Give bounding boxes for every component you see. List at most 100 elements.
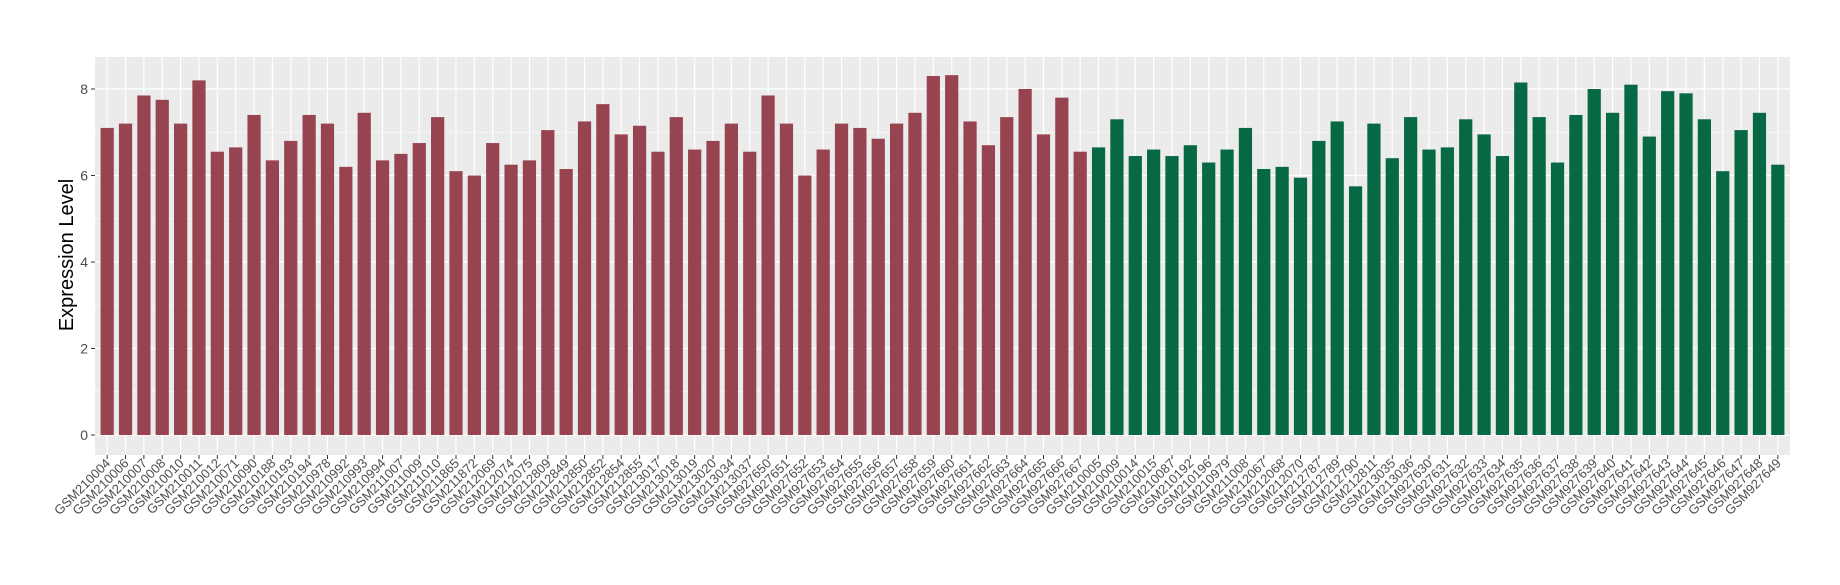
bar [688, 149, 702, 436]
bar [981, 145, 996, 435]
bar [302, 114, 316, 435]
bar [1147, 149, 1161, 436]
bar [1679, 93, 1693, 435]
bar [926, 76, 940, 436]
y-tick-label: 4 [80, 254, 88, 270]
y-tick-label: 0 [80, 427, 88, 443]
bar [1018, 89, 1032, 435]
bar [816, 149, 830, 436]
y-axis-label: Expression Level [56, 179, 78, 331]
bar [412, 143, 426, 435]
bar [1220, 149, 1234, 436]
bar [853, 127, 867, 436]
bar [467, 175, 481, 435]
bar [1771, 164, 1785, 435]
bar [1495, 156, 1510, 436]
bar [1036, 134, 1051, 435]
bar [1404, 117, 1418, 436]
bar [339, 166, 353, 435]
bar [1073, 151, 1087, 435]
bar [1312, 140, 1326, 435]
bar [1183, 145, 1197, 435]
bar [614, 134, 628, 435]
bar [1238, 127, 1253, 436]
bar [284, 140, 298, 435]
bar [1293, 177, 1308, 435]
x-axis: GSM210004GSM210006GSM210007GSM210008GSM2… [51, 455, 1784, 518]
bar [1055, 97, 1069, 436]
bar [945, 75, 959, 435]
bar [210, 151, 224, 435]
bar [1661, 91, 1675, 435]
bar [632, 125, 647, 435]
bar [834, 123, 849, 435]
bar [871, 138, 885, 436]
bar [1110, 119, 1124, 435]
bar [1550, 162, 1565, 435]
y-tick-label: 6 [80, 168, 88, 184]
bar [577, 121, 592, 435]
y-axis: 0 2 4 6 8 [80, 81, 95, 443]
bar [375, 160, 390, 436]
bar [1697, 119, 1711, 435]
bar [908, 112, 922, 435]
bar [1257, 169, 1271, 435]
bar [522, 160, 537, 436]
bar [1000, 117, 1014, 436]
bar [1330, 121, 1344, 435]
bar [155, 99, 169, 435]
bar [596, 104, 610, 435]
bar [1734, 130, 1748, 435]
bar [118, 123, 133, 435]
bar [229, 147, 243, 435]
bars [100, 75, 1785, 436]
bar [357, 112, 371, 435]
bar [504, 164, 518, 435]
bar [743, 151, 757, 435]
bar [889, 123, 904, 435]
bar [963, 121, 977, 435]
bar [1459, 119, 1473, 435]
bar [486, 143, 500, 435]
bar [394, 153, 408, 436]
bar [761, 95, 775, 436]
bar [1128, 156, 1142, 436]
bar [1348, 186, 1363, 435]
bar [320, 123, 335, 435]
bar [265, 160, 280, 436]
bar [651, 151, 665, 435]
bar [431, 117, 445, 436]
bar [779, 123, 794, 435]
bar [1642, 136, 1656, 435]
bar [1605, 112, 1620, 435]
bar [559, 169, 573, 435]
bar [137, 95, 151, 436]
y-tick-label: 8 [80, 81, 88, 97]
bar [1385, 158, 1399, 435]
bar [798, 175, 812, 435]
bar [174, 123, 188, 435]
bar [724, 123, 738, 435]
bar [100, 127, 114, 436]
bar [1569, 114, 1583, 435]
bar [706, 140, 720, 435]
bar [1716, 171, 1730, 435]
bar [1202, 162, 1216, 435]
bar [1275, 166, 1289, 435]
bar [1514, 82, 1528, 435]
bar [192, 80, 206, 435]
bar [1752, 112, 1767, 435]
bar [541, 130, 555, 435]
y-tick-label: 2 [80, 341, 88, 357]
bar [449, 171, 463, 435]
bar [1587, 89, 1601, 435]
bar [1532, 117, 1546, 436]
bar [669, 117, 683, 436]
bar [1165, 156, 1179, 436]
bar [1367, 123, 1381, 435]
bar [247, 114, 261, 435]
bar [1624, 84, 1638, 436]
bar [1477, 134, 1491, 435]
bar [1440, 147, 1454, 435]
